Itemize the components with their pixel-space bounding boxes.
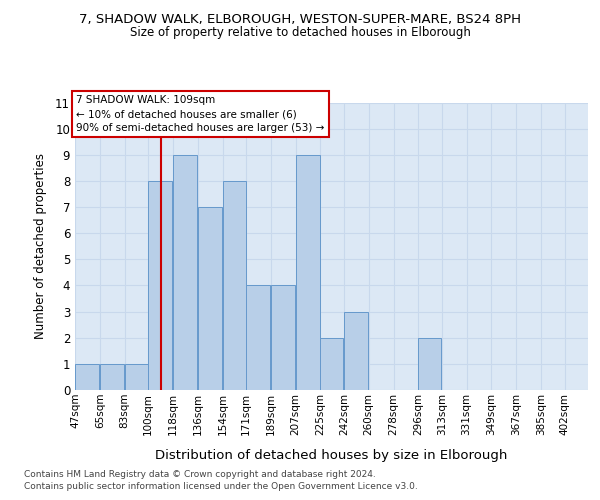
Text: Contains HM Land Registry data © Crown copyright and database right 2024.: Contains HM Land Registry data © Crown c… xyxy=(24,470,376,479)
Text: 7 SHADOW WALK: 109sqm
← 10% of detached houses are smaller (6)
90% of semi-detac: 7 SHADOW WALK: 109sqm ← 10% of detached … xyxy=(76,96,325,134)
Bar xyxy=(296,155,320,390)
Text: 7, SHADOW WALK, ELBOROUGH, WESTON-SUPER-MARE, BS24 8PH: 7, SHADOW WALK, ELBOROUGH, WESTON-SUPER-… xyxy=(79,12,521,26)
Text: Size of property relative to detached houses in Elborough: Size of property relative to detached ho… xyxy=(130,26,470,39)
Bar xyxy=(148,181,172,390)
Bar xyxy=(344,312,368,390)
X-axis label: Distribution of detached houses by size in Elborough: Distribution of detached houses by size … xyxy=(155,449,508,462)
Bar xyxy=(246,286,271,390)
Bar xyxy=(198,207,222,390)
Y-axis label: Number of detached properties: Number of detached properties xyxy=(34,153,47,340)
Bar xyxy=(125,364,148,390)
Bar xyxy=(100,364,124,390)
Bar xyxy=(271,286,295,390)
Bar xyxy=(75,364,100,390)
Bar xyxy=(320,338,343,390)
Bar xyxy=(173,155,197,390)
Text: Contains public sector information licensed under the Open Government Licence v3: Contains public sector information licen… xyxy=(24,482,418,491)
Bar xyxy=(223,181,245,390)
Bar xyxy=(418,338,442,390)
